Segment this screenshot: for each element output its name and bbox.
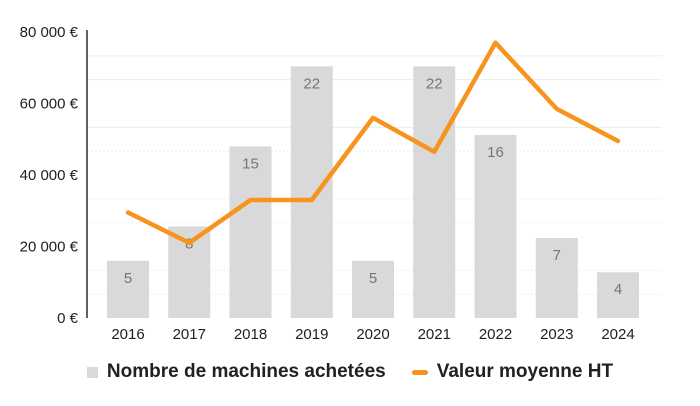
y-tick-label-4: 80 000 € [20, 24, 79, 41]
bar-2016 [107, 260, 149, 318]
bar-2018 [229, 146, 272, 318]
chart-legend: Nombre de machines achetées Valeur moyen… [0, 361, 700, 383]
y-tick-label-3: 60 000 € [20, 96, 79, 113]
bar-2020 [352, 260, 394, 318]
bar-2022 [474, 134, 517, 318]
legend-label-valeur: Valeur moyenne HT [436, 361, 614, 382]
value-line [125, 40, 621, 246]
legend-item-machines: Nombre de machines achetées [86, 361, 386, 383]
bar-2023 [535, 237, 578, 318]
bar-2021 [413, 66, 456, 318]
x-tick-label-2022: 2022 [479, 326, 512, 343]
x-tick-label-2019: 2019 [295, 326, 328, 343]
x-tick-label-2024: 2024 [601, 326, 634, 343]
line-series-swatch-icon [411, 369, 428, 375]
bar-label-2022: 16 [487, 144, 504, 161]
y-tick-label-0: 0 € [57, 310, 79, 327]
bar-label-2024: 4 [614, 281, 622, 298]
y-tick-label-2: 40 000 € [20, 167, 79, 184]
x-tick-label-2020: 2020 [356, 326, 389, 343]
y-tick-label-1: 20 000 € [20, 239, 79, 256]
bar-label-2019: 22 [303, 75, 320, 92]
legend-label-machines: Nombre de machines achetées [106, 361, 386, 382]
bar-2019 [290, 66, 333, 318]
bar-label-2018: 15 [242, 155, 259, 172]
bar-2024 [597, 272, 639, 318]
x-tick-label-2023: 2023 [540, 326, 573, 343]
bar-label-2016: 5 [124, 270, 132, 287]
bar-label-2021: 22 [426, 75, 443, 92]
bar-label-2023: 7 [553, 247, 561, 264]
x-tick-label-2016: 2016 [111, 326, 144, 343]
x-tick-label-2021: 2021 [418, 326, 451, 343]
bar-label-2020: 5 [369, 270, 377, 287]
x-tick-label-2018: 2018 [234, 326, 267, 343]
legend-item-valeur: Valeur moyenne HT [411, 361, 614, 383]
bar-series-swatch-icon [86, 366, 98, 378]
x-tick-label-2017: 2017 [173, 326, 206, 343]
